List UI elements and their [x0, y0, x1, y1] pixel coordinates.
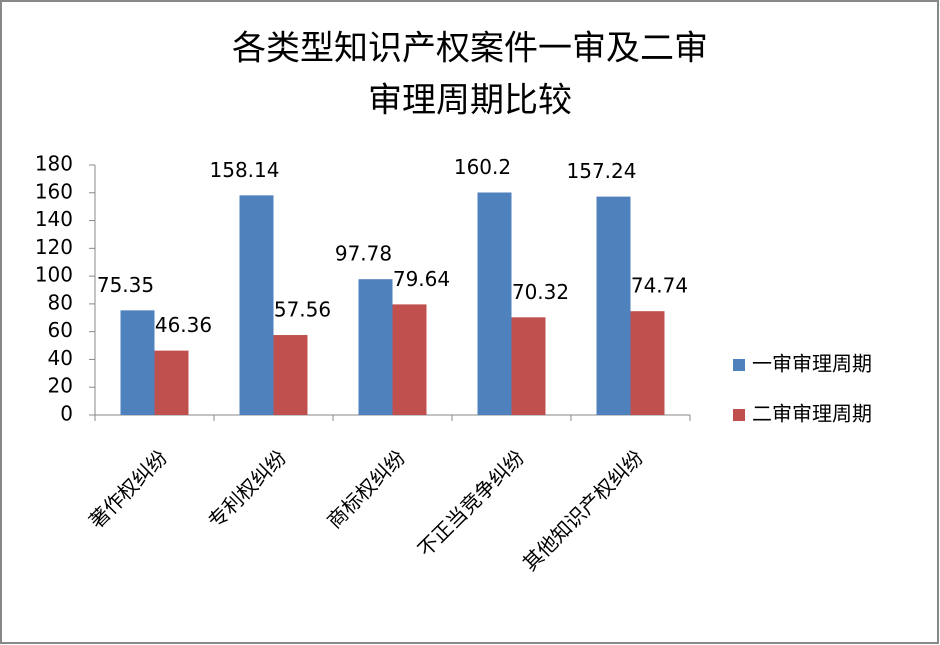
y-tick-label: 40 — [48, 346, 73, 370]
legend-swatch — [733, 409, 745, 421]
bar — [273, 335, 308, 415]
y-tick-label: 180 — [35, 152, 73, 176]
y-tick-label: 100 — [35, 263, 73, 287]
data-label: 74.74 — [631, 274, 688, 298]
bar — [120, 310, 155, 415]
legend-label: 一审审理周期 — [752, 352, 872, 376]
data-label: 75.35 — [97, 273, 154, 297]
legend-label: 二审审理周期 — [752, 402, 872, 426]
bar — [358, 279, 393, 415]
data-label: 57.56 — [274, 298, 331, 322]
y-tick-label: 80 — [48, 290, 73, 314]
y-tick-label: 60 — [48, 318, 73, 342]
data-label: 46.36 — [155, 313, 212, 337]
bar — [596, 196, 631, 415]
bar — [477, 192, 512, 415]
bar — [392, 304, 427, 415]
bar — [511, 317, 546, 415]
chart-title: 各类型知识产权案件一审及二审 — [232, 29, 708, 69]
y-tick-label: 120 — [35, 235, 73, 259]
data-label: 160.2 — [454, 155, 511, 179]
chart-title: 审理周期比较 — [368, 81, 572, 121]
bar — [239, 195, 274, 415]
data-label: 79.64 — [393, 267, 450, 291]
y-tick-label: 160 — [35, 179, 73, 203]
bar — [630, 311, 665, 415]
y-tick-label: 20 — [48, 374, 73, 398]
data-label: 157.24 — [567, 159, 637, 183]
legend-swatch — [733, 359, 745, 371]
y-tick-label: 140 — [35, 207, 73, 231]
bar — [154, 350, 189, 415]
data-label: 97.78 — [335, 242, 392, 266]
data-label: 158.14 — [210, 158, 280, 182]
y-tick-label: 0 — [60, 402, 73, 426]
data-label: 70.32 — [512, 280, 569, 304]
